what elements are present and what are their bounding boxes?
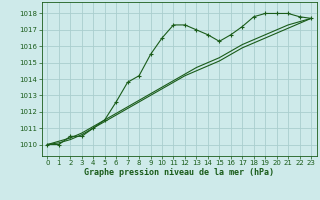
X-axis label: Graphe pression niveau de la mer (hPa): Graphe pression niveau de la mer (hPa) [84, 168, 274, 177]
